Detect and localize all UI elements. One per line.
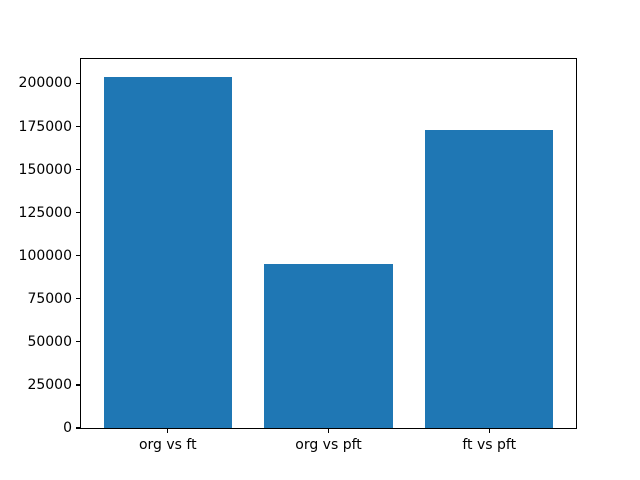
- y-tick-mark: [76, 168, 80, 171]
- y-tick-mark: [76, 255, 80, 257]
- bar: [103, 76, 233, 428]
- y-tick-label: 200000: [18, 75, 72, 92]
- bar: [424, 129, 554, 428]
- y-tick-label: 125000: [18, 204, 72, 221]
- x-tick-label: org vs ft: [138, 437, 197, 453]
- x-tick-label: org vs pft: [295, 437, 362, 453]
- y-tick-mark: [76, 384, 80, 386]
- y-tick-mark: [76, 212, 80, 214]
- y-tick-mark: [76, 427, 80, 429]
- y-tick-mark: [76, 341, 80, 343]
- plot-area: 0 25000 50000 75000 100000 125000 150000 175000…: [19, 58, 577, 453]
- y-tick-label: 75000: [27, 290, 72, 307]
- y-tick-label: 0: [63, 420, 72, 436]
- x-tick-mark: [488, 429, 490, 433]
- x-tick-label: ft vs pft: [462, 437, 517, 453]
- y-tick-mark: [76, 298, 80, 300]
- y-tick-label: 50000: [27, 333, 72, 350]
- y-tick-mark: [76, 82, 80, 85]
- y-tick-label: 25000: [27, 376, 72, 393]
- y-tick-label: 100000: [18, 247, 72, 264]
- x-tick-mark: [327, 429, 330, 433]
- y-tick-label: 150000: [18, 161, 72, 178]
- y-tick-label: 175000: [18, 118, 72, 135]
- y-tick-mark: [76, 125, 80, 128]
- x-tick-mark: [167, 429, 169, 433]
- bar: [264, 264, 393, 428]
